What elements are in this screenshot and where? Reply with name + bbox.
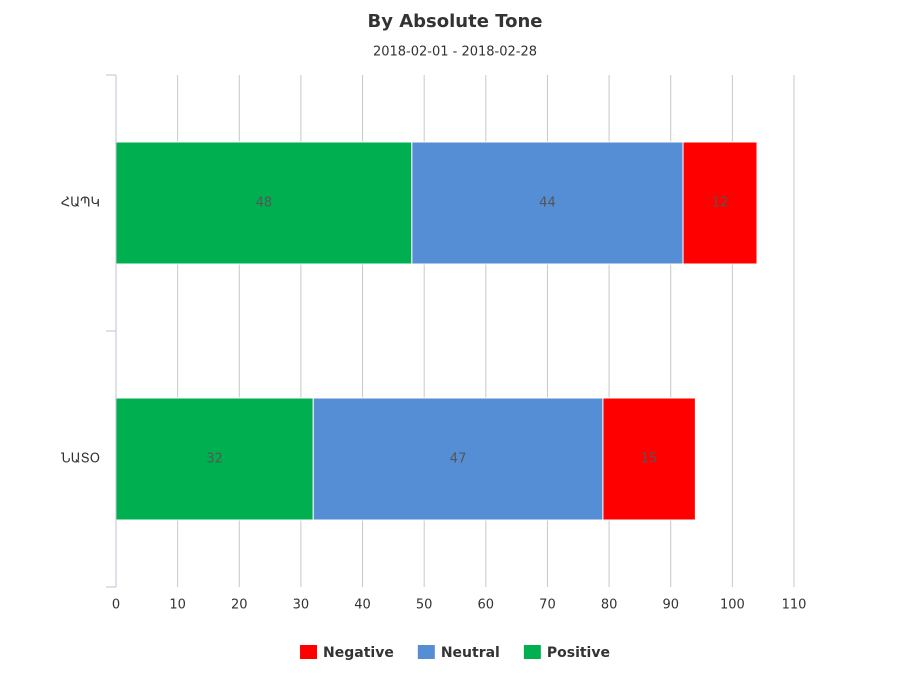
y-axis (106, 74, 117, 588)
data-label: 15 (641, 452, 658, 467)
x-tick-label: 30 (293, 598, 310, 613)
bar-segment (115, 397, 314, 521)
bar-segment (602, 397, 696, 521)
legend-label: Negative (323, 645, 394, 661)
x-tick-label: 0 (112, 598, 120, 613)
bar-segment (682, 141, 758, 265)
data-label: 47 (450, 452, 467, 467)
chart-subtitle: 2018-02-01 - 2018-02-28 (373, 45, 537, 60)
x-tick-label: 40 (354, 598, 371, 613)
data-label: 32 (206, 452, 223, 467)
x-tick-label: 70 (539, 598, 556, 613)
x-tick-label: 110 (782, 598, 807, 613)
x-tick-label: 100 (720, 598, 745, 613)
data-label: 48 (256, 196, 273, 211)
data-label: 12 (712, 196, 729, 211)
bar-segment (411, 141, 684, 265)
legend-swatch (417, 645, 435, 659)
legend-label: Neutral (441, 645, 500, 661)
y-tick-label: ՀԱՊԿ (61, 196, 100, 211)
bar-segment (115, 141, 413, 265)
legend-swatch (300, 645, 318, 659)
bar-segment (312, 397, 604, 521)
x-tick-label: 10 (169, 598, 186, 613)
legend: Negative Neutral Positive (300, 645, 610, 661)
x-tick-label: 80 (601, 598, 618, 613)
y-tick-label: ՆԱՏՕ (61, 452, 100, 467)
x-tick-label: 60 (478, 598, 495, 613)
x-tick-label: 50 (416, 598, 433, 613)
bars: 48 44 12 32 47 15 (115, 141, 758, 521)
x-tick-label: 90 (662, 598, 679, 613)
data-label: 44 (539, 196, 556, 211)
x-tick-label: 20 (231, 598, 248, 613)
chart-title: By Absolute Tone (368, 11, 543, 32)
legend-label: Positive (547, 645, 610, 661)
legend-swatch (523, 645, 541, 659)
